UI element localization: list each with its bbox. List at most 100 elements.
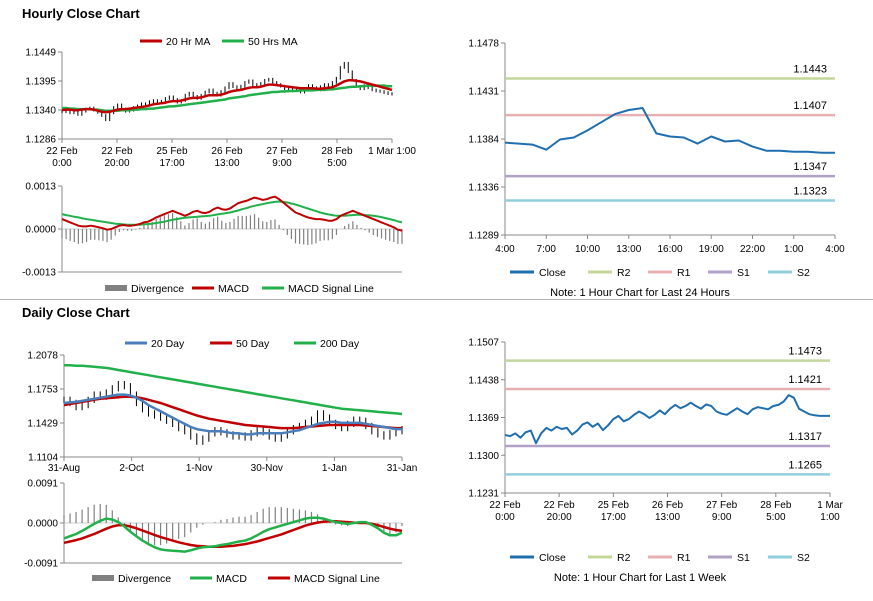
hourly-levels-legend-label: R2 [617, 267, 631, 279]
daily-ma-y-tick-label: 1.1429 [27, 419, 58, 430]
hourly-ma-x-tick-label: 1 Mar 1:00 [368, 146, 416, 157]
daily-ma-y-tick-label: 1.2078 [27, 351, 58, 362]
daily-levels-x-tick-label: 25 Feb 17:00 [598, 500, 630, 523]
hourly-levels-level-label-s2: 1.1323 [793, 185, 827, 197]
daily-levels-level-label-r1: 1.1421 [788, 374, 822, 386]
daily-ma-x-tick-label: 2-Oct [119, 463, 144, 474]
daily-ma-legend-50-label: 50 Day [236, 338, 270, 350]
hourly-levels-x-tick-label: 10:00 [575, 244, 600, 255]
daily-levels-y-tick-label: 1.1231 [468, 489, 499, 500]
hourly-levels-x-tick-label: 22:00 [740, 244, 765, 255]
daily-macd-y-tick-label: 0.0000 [27, 519, 58, 530]
hourly-ma-x-tick-label: 26 Feb 13:00 [211, 146, 243, 169]
daily-ma-y-tick-label: 1.1104 [28, 453, 58, 464]
hourly-levels-level-label-r1: 1.1407 [793, 100, 827, 112]
daily-ma-legend-200-label: 200 Day [320, 338, 360, 350]
daily-macd-signal-line [63, 519, 403, 548]
hourly-ma-50-line [62, 84, 392, 112]
daily-ma-x-tick-label: 31-Aug [48, 463, 80, 474]
hourly-macd-y-tick-label: 0.0000 [25, 225, 56, 236]
hourly-levels-y-tick-label: 1.1478 [468, 39, 499, 50]
daily-macd-legend-macd-label: MACD [216, 573, 247, 585]
hourly-ma-y-tick-label: 1.1395 [25, 77, 56, 88]
hourly-levels-x-tick-label: 13:00 [616, 244, 641, 255]
hourly-ma-y-tick-label: 1.1340 [25, 106, 56, 117]
daily-levels-y-tick-label: 1.1438 [468, 375, 499, 386]
daily-levels-close-line [504, 394, 830, 445]
section-divider [0, 299, 873, 300]
hourly-macd-signal-line [61, 200, 403, 226]
daily-levels-level-label-r2: 1.1473 [788, 346, 822, 358]
hourly-levels-legend-label: S1 [737, 267, 750, 279]
daily-levels-x-tick-label: 28 Feb 5:00 [760, 500, 792, 523]
hourly-levels-close-line [504, 107, 835, 154]
daily-levels-y-tick-label: 1.1507 [468, 338, 499, 349]
daily-levels-legend-label: R1 [677, 552, 691, 564]
hourly-levels-x-tick-label: 1:00 [784, 244, 804, 255]
hourly-levels-legend-label: Close [539, 267, 566, 279]
daily-levels-legend-label: Close [539, 552, 566, 564]
hourly-levels-y-tick-label: 1.1384 [468, 135, 499, 146]
hourly-levels-x-tick-label: 4:00 [825, 244, 845, 255]
hourly-levels-level-label-s1: 1.1347 [793, 161, 827, 173]
hourly-ma-x-tick-label: 22 Feb 20:00 [101, 146, 133, 169]
hourly-macd-line [61, 195, 403, 232]
hourly-macd-y-tick-label: -0.0013 [22, 268, 56, 279]
hourly-levels-x-tick-label: 19:00 [699, 244, 724, 255]
daily-levels-level-label-s1: 1.1317 [788, 431, 822, 443]
daily-levels-x-tick-label: 1 Mar 1:00 [817, 500, 843, 523]
daily-levels-x-tick-label: 22 Feb 20:00 [544, 500, 576, 523]
daily-ma-y-tick-label: 1.1753 [27, 385, 58, 396]
hourly-section-title: Hourly Close Chart [22, 6, 140, 21]
hourly-ma-x-tick-label: 27 Feb 9:00 [266, 146, 298, 169]
daily-macd-legend-divergence-label: Divergence [118, 573, 171, 585]
hourly-levels-level-label-r2: 1.1443 [793, 64, 827, 76]
daily-macd-legend-signal-label: MACD Signal Line [294, 573, 380, 585]
daily-levels-legend-label: S2 [797, 552, 810, 564]
daily-levels-x-tick-label: 22 Feb 0:00 [489, 500, 521, 523]
daily-levels-x-tick-label: 27 Feb 9:00 [706, 500, 738, 523]
hourly-macd-legend-signal-label: MACD Signal Line [288, 283, 374, 295]
hourly-ma-legend-20-label: 20 Hr MA [166, 36, 210, 48]
daily-ma-50-line [63, 395, 402, 430]
daily-levels-note: Note: 1 Hour Chart for Last 1 Week [554, 572, 727, 584]
daily-ma-x-tick-label: 1-Jan [322, 463, 347, 474]
hourly-levels-x-tick-label: 16:00 [657, 244, 682, 255]
daily-ma-200-line [64, 364, 403, 416]
hourly-levels-legend-label: R1 [677, 267, 691, 279]
daily-ma-20-line [63, 393, 402, 436]
hourly-macd-divergence-bars [61, 212, 403, 246]
hourly-ma-x-tick-label: 28 Feb 5:00 [321, 146, 353, 169]
hourly-ma-x-tick-label: 25 Feb 17:00 [156, 146, 188, 169]
hourly-levels-x-tick-label: 4:00 [495, 244, 515, 255]
daily-ma-x-tick-label: 30-Nov [251, 463, 283, 474]
hourly-ma-x-tick-label: 22 Feb 0:00 [46, 146, 78, 169]
hourly-levels-note: Note: 1 Hour Chart for Last 24 Hours [550, 287, 730, 299]
hourly-macd-y-tick-label: 0.0013 [25, 182, 56, 193]
daily-levels-legend-label: R2 [617, 552, 631, 564]
daily-macd-y-tick-label: 0.0091 [27, 479, 58, 490]
hourly-ma-y-tick-label: 1.1449 [25, 48, 56, 59]
hourly-levels-y-tick-label: 1.1336 [468, 183, 499, 194]
daily-macd-y-tick-label: -0.0091 [24, 559, 58, 570]
daily-levels-y-tick-label: 1.1369 [468, 413, 499, 424]
daily-macd-line [63, 516, 403, 553]
daily-levels-y-tick-label: 1.1300 [468, 451, 499, 462]
hourly-ma-20-line [61, 79, 393, 114]
daily-levels-level-label-s2: 1.1265 [788, 459, 822, 471]
hourly-ma-y-tick-label: 1.1286 [25, 135, 56, 146]
hourly-levels-y-tick-label: 1.1431 [468, 87, 499, 98]
hourly-levels-y-tick-label: 1.1289 [468, 231, 499, 242]
daily-ma-x-tick-label: 1-Nov [186, 463, 213, 474]
daily-ma-legend-20-label: 20 Day [151, 338, 185, 350]
hourly-macd-legend-macd-label: MACD [218, 283, 249, 295]
hourly-levels-legend-label: S2 [797, 267, 810, 279]
daily-levels-x-tick-label: 26 Feb 13:00 [652, 500, 684, 523]
hourly-levels-x-tick-label: 7:00 [537, 244, 557, 255]
hourly-ma-legend-50-label: 50 Hrs MA [248, 36, 298, 48]
daily-section-title: Daily Close Chart [22, 305, 130, 320]
daily-ma-x-tick-label: 31-Jan [387, 463, 418, 474]
hourly-macd-legend-divergence-label: Divergence [131, 283, 184, 295]
daily-levels-legend-label: S1 [737, 552, 750, 564]
